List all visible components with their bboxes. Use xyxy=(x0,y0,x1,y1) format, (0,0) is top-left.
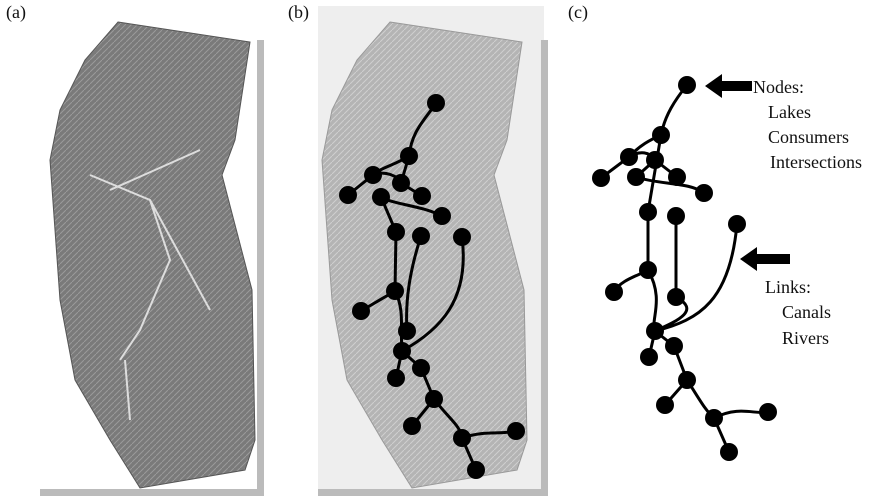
node xyxy=(667,288,685,306)
annotation-item: Rivers xyxy=(782,328,829,348)
node xyxy=(392,174,410,192)
node xyxy=(620,148,638,166)
page: (a) (b) (c) Nodes: Lakes Consumers Inter… xyxy=(0,0,890,498)
node xyxy=(393,342,411,360)
node xyxy=(640,348,658,366)
node xyxy=(639,203,657,221)
panel-label: (b) xyxy=(288,2,309,23)
node xyxy=(646,322,664,340)
annotation-item: Lakes xyxy=(768,102,811,122)
node xyxy=(453,429,471,447)
node xyxy=(592,169,610,187)
node xyxy=(467,461,485,479)
links xyxy=(601,85,768,452)
node xyxy=(400,147,418,165)
node xyxy=(364,166,382,184)
node xyxy=(372,188,390,206)
node xyxy=(412,227,430,245)
annotation-item: Consumers xyxy=(768,127,849,147)
link xyxy=(601,85,768,452)
node xyxy=(705,409,723,427)
node xyxy=(665,337,683,355)
arrow xyxy=(740,247,790,271)
node xyxy=(427,94,445,112)
node xyxy=(605,283,623,301)
shadow xyxy=(40,489,264,496)
node xyxy=(759,403,777,421)
map xyxy=(50,22,255,488)
node xyxy=(386,282,404,300)
nodes xyxy=(592,76,777,461)
node xyxy=(387,223,405,241)
node xyxy=(656,396,674,414)
node xyxy=(507,422,525,440)
node xyxy=(720,443,738,461)
node xyxy=(425,390,443,408)
node xyxy=(728,215,746,233)
node xyxy=(433,207,451,225)
figure: (a) (b) (c) Nodes: Lakes Consumers Inter… xyxy=(0,0,890,498)
annotation-item: Canals xyxy=(782,302,831,322)
node xyxy=(453,228,471,246)
node xyxy=(678,76,696,94)
node xyxy=(639,261,657,279)
node xyxy=(668,168,686,186)
annotation-title: Links: xyxy=(765,277,811,297)
shadow xyxy=(318,489,548,496)
node xyxy=(695,184,713,202)
node xyxy=(352,302,370,320)
node xyxy=(413,187,431,205)
shadow xyxy=(541,40,548,496)
node xyxy=(339,186,357,204)
panel-label: (c) xyxy=(568,2,588,23)
node xyxy=(667,207,685,225)
node xyxy=(412,359,430,377)
shadow xyxy=(257,40,264,496)
node xyxy=(403,417,421,435)
node xyxy=(398,322,416,340)
node xyxy=(652,126,670,144)
node xyxy=(646,151,664,169)
annotation-item: Intersections xyxy=(770,152,862,172)
arrow xyxy=(705,74,752,98)
node xyxy=(678,371,696,389)
panel-label: (a) xyxy=(6,2,26,23)
annotation-title: Nodes: xyxy=(753,77,804,97)
node xyxy=(387,369,405,387)
node xyxy=(627,168,645,186)
